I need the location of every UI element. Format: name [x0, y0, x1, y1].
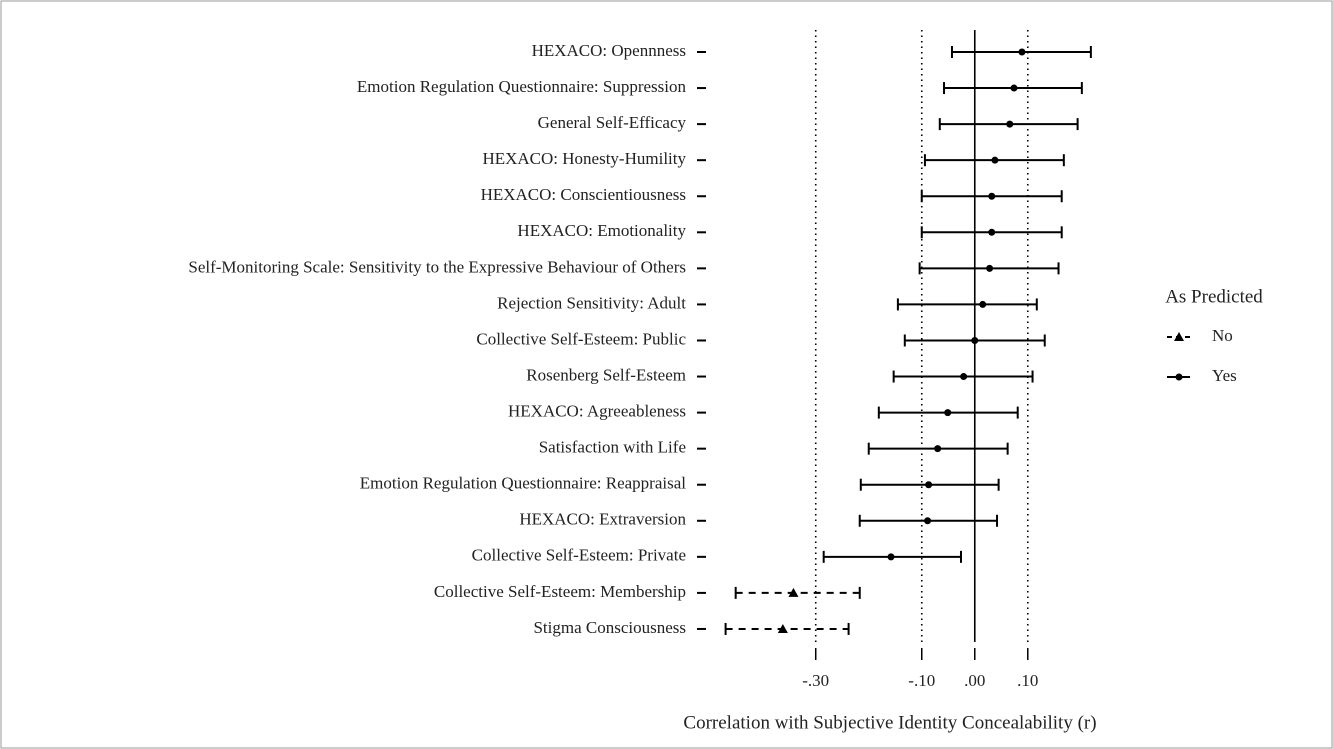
- point: [924, 517, 932, 525]
- y-tick-label: Rejection Sensitivity: Adult: [497, 293, 686, 312]
- point: [988, 228, 996, 236]
- y-tick-label: Rosenberg Self-Esteem: [526, 365, 686, 384]
- legend-label: No: [1212, 326, 1233, 345]
- point: [1018, 48, 1026, 56]
- point: [887, 553, 895, 561]
- y-tick-label: Satisfaction with Life: [539, 438, 686, 457]
- y-tick-label: HEXACO: Conscientiousness: [481, 185, 686, 204]
- y-tick-label: Emotion Regulation Questionnaire: Suppre…: [357, 77, 687, 96]
- y-tick-label: Stigma Consciousness: [533, 618, 686, 637]
- point: [777, 623, 788, 633]
- x-tick-label: .00: [964, 671, 985, 690]
- legend-title: As Predicted: [1165, 286, 1263, 307]
- y-tick-label: Collective Self-Esteem: Membership: [434, 582, 686, 601]
- point: [1010, 84, 1018, 92]
- point: [788, 587, 799, 597]
- legend-marker: [1174, 332, 1184, 341]
- point: [979, 300, 987, 308]
- legend-marker: [1175, 373, 1183, 381]
- point: [971, 336, 979, 344]
- point: [988, 192, 996, 200]
- y-tick-label: HEXACO: Opennness: [532, 41, 686, 60]
- y-tick-label: General Self-Efficacy: [538, 113, 687, 132]
- point: [1006, 120, 1014, 128]
- x-tick-label: -.10: [908, 671, 935, 690]
- y-tick-label: Emotion Regulation Questionnaire: Reappr…: [360, 474, 687, 493]
- point: [960, 373, 968, 381]
- y-tick-label: Collective Self-Esteem: Private: [472, 546, 686, 565]
- y-tick-label: HEXACO: Extraversion: [519, 510, 686, 529]
- point: [991, 156, 999, 164]
- point: [934, 445, 942, 453]
- y-tick-label: HEXACO: Honesty-Humility: [482, 149, 686, 168]
- y-tick-label: Collective Self-Esteem: Public: [476, 329, 686, 348]
- point: [944, 409, 952, 417]
- y-tick-label: HEXACO: Agreeableness: [508, 402, 686, 421]
- y-tick-label: Self-Monitoring Scale: Sensitivity to th…: [188, 257, 686, 276]
- x-tick-label: -.30: [802, 671, 829, 690]
- y-tick-label: HEXACO: Emotionality: [517, 221, 686, 240]
- point: [925, 481, 933, 489]
- point: [986, 264, 994, 272]
- x-tick-label: .10: [1017, 671, 1038, 690]
- x-axis-label: Correlation with Subjective Identity Con…: [683, 712, 1096, 733]
- legend-label: Yes: [1212, 366, 1237, 385]
